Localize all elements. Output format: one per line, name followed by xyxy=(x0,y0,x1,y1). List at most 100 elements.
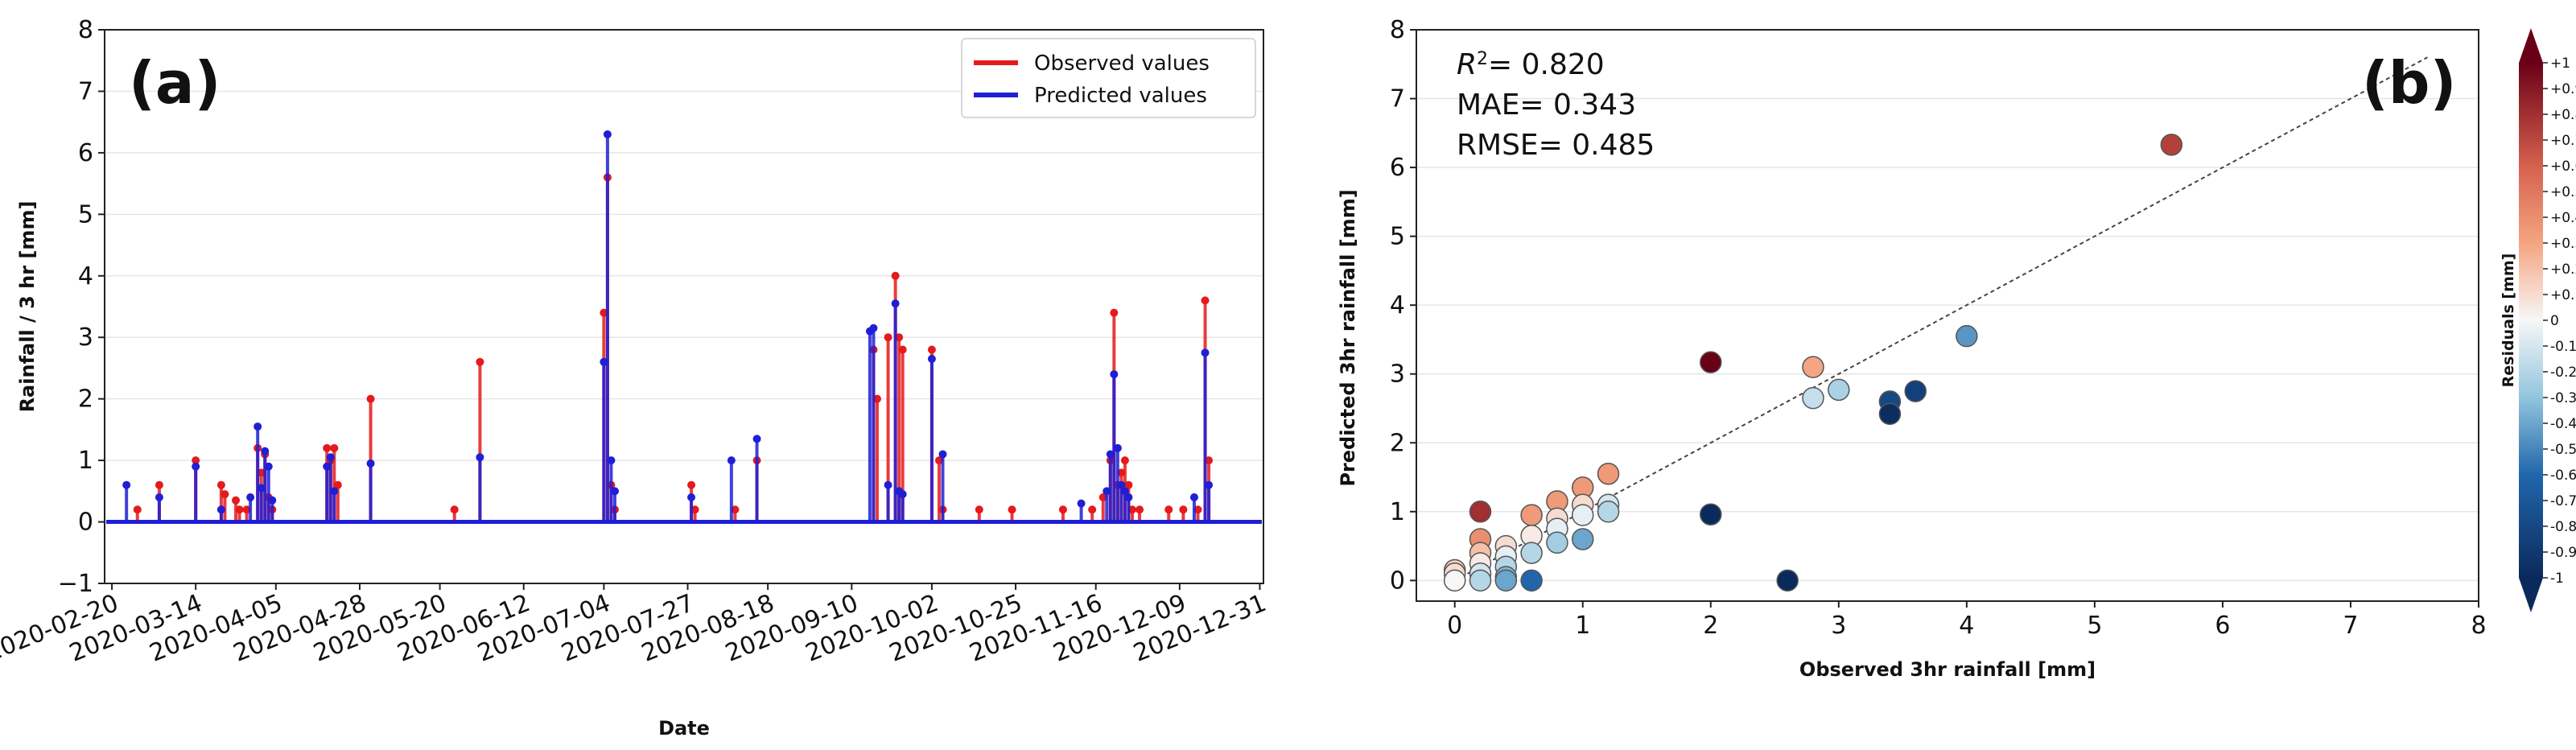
b-scatter-point xyxy=(1597,501,1620,523)
a-predicted-point xyxy=(192,462,200,471)
a-predicted-point xyxy=(752,435,761,443)
a-observed-point xyxy=(1124,480,1133,489)
a-observed-point xyxy=(884,333,892,342)
a-observed-point xyxy=(1179,505,1188,514)
a-observed-point xyxy=(1193,505,1202,514)
b-y-tick-label: 0 xyxy=(1390,567,1405,595)
a-observed-point xyxy=(366,394,375,403)
colorbar-tick-label: +0.1 xyxy=(2550,287,2576,303)
b-scatter-point xyxy=(1469,569,1492,592)
a-predicted-point xyxy=(366,459,375,468)
a-y-tick-label: 0 xyxy=(78,509,93,537)
a-x-ticks: 2020-02-202020-03-142020-04-052020-04-28… xyxy=(0,583,1270,668)
b-scatter-point xyxy=(1904,380,1927,402)
a-observed-point xyxy=(898,345,907,354)
a-observed-point xyxy=(731,505,740,514)
a-predicted-point xyxy=(1106,450,1115,459)
chart-b: 0 1 2 3 4 5 6 7 8 0 1 2 3 4 5 6 7 8 Predicted 3hr rainfa… xyxy=(1337,16,2576,681)
b-scatter-point xyxy=(1776,569,1799,592)
a-observed-point xyxy=(1120,456,1129,465)
a-legend-predicted-label: Predicted values xyxy=(1034,84,1207,108)
b-y-tick-label: 2 xyxy=(1390,429,1405,457)
b-colorbar: +1 +0.9 +0.8 +0.7 +0.6 +0.5 +0.4 +0.3 +0.2 +0.1 0 -… xyxy=(2500,28,2576,612)
a-predicted-point xyxy=(268,496,277,505)
a-predicted-point xyxy=(155,492,163,501)
a-observed-point xyxy=(1136,505,1144,514)
a-observed-point xyxy=(1008,505,1016,514)
b-r2-exponent: 2 xyxy=(1477,49,1488,69)
a-predicted-point xyxy=(1124,492,1133,501)
a-y-axis-label: Rainfall / 3 hr [mm] xyxy=(16,201,39,413)
b-identity-line xyxy=(1454,56,2428,582)
colorbar-tick-label: -0.7 xyxy=(2550,493,2576,509)
b-x-tick-label: 5 xyxy=(2087,612,2102,640)
b-y-tick-label: 4 xyxy=(1390,291,1405,319)
a-predicted-point xyxy=(1117,480,1126,489)
colorbar-top-arrow xyxy=(2519,28,2543,63)
colorbar-tick-label: +1 xyxy=(2550,56,2570,72)
a-observed-point xyxy=(690,505,699,514)
colorbar-tick-label: +0.5 xyxy=(2550,184,2576,200)
a-observed-point xyxy=(934,456,943,465)
b-x-tick-label: 2 xyxy=(1703,612,1718,640)
b-y-tick-label: 6 xyxy=(1390,154,1405,182)
colorbar-label: Residuals [mm] xyxy=(2500,253,2517,388)
colorbar-tick-label: -1 xyxy=(2550,571,2564,587)
a-observed-point xyxy=(1110,308,1119,317)
a-predicted-point xyxy=(1077,499,1086,508)
b-scatter-point xyxy=(1520,542,1543,564)
b-scatter-points xyxy=(1443,134,2183,592)
b-scatter-point xyxy=(1802,356,1824,378)
a-observed-point xyxy=(1201,296,1210,305)
colorbar-bottom-arrow xyxy=(2519,578,2543,612)
a-observed-point xyxy=(476,357,484,366)
a-predicted-point xyxy=(600,357,608,366)
colorbar-tick-label: -0.9 xyxy=(2550,545,2576,561)
b-scatter-point xyxy=(1469,501,1492,523)
a-observed-point xyxy=(1164,505,1173,514)
a-observed-series xyxy=(106,173,1262,525)
b-scatter-point xyxy=(1494,569,1518,592)
b-y-tick-label: 5 xyxy=(1390,223,1405,251)
a-observed-point xyxy=(155,480,163,489)
a-predicted-series xyxy=(106,130,1262,525)
colorbar-gradient xyxy=(2519,63,2543,578)
a-predicted-point xyxy=(330,487,339,496)
b-scatter-point xyxy=(1802,386,1824,410)
colorbar-tick-label: -0.5 xyxy=(2550,442,2576,458)
a-legend-box xyxy=(961,38,1256,118)
a-observed-point xyxy=(895,333,904,342)
a-observed-point xyxy=(1127,505,1136,514)
a-observed-point xyxy=(450,505,459,514)
colorbar-tick-label: -0.3 xyxy=(2550,390,2576,406)
b-scatter-point xyxy=(1878,402,1902,426)
a-predicted-point xyxy=(607,456,616,465)
b-y-tick-label: 7 xyxy=(1390,85,1405,113)
a-observed-point xyxy=(687,480,696,489)
colorbar-tick-label: +0.9 xyxy=(2550,81,2576,97)
a-predicted-point xyxy=(1120,487,1129,496)
b-r2-value: = 0.820 xyxy=(1488,48,1605,81)
a-predicted-point xyxy=(253,422,262,431)
a-y-tick-label: 8 xyxy=(78,16,93,44)
a-predicted-point xyxy=(1103,487,1111,496)
a-observed-point xyxy=(1098,492,1107,501)
a-observed-point xyxy=(600,308,608,317)
b-r2-stat: R2= 0.820 xyxy=(1457,48,1605,81)
a-observed-point xyxy=(927,345,936,354)
a-y-tick-label: −1 xyxy=(58,570,93,598)
a-observed-point xyxy=(192,456,200,465)
a-observed-point xyxy=(1205,456,1214,465)
a-y-tick-label: 3 xyxy=(78,323,93,352)
colorbar-tick-label: +0.4 xyxy=(2550,210,2576,226)
b-rmse-stat: RMSE= 0.485 xyxy=(1457,129,1655,162)
a-predicted-point xyxy=(727,456,736,465)
b-scatter-point xyxy=(1520,504,1543,526)
a-predicted-point xyxy=(1110,370,1119,379)
a-y-tick-label: 4 xyxy=(78,262,93,291)
b-scatter-point xyxy=(1597,462,1620,485)
b-scatter-point xyxy=(1520,569,1543,592)
a-observed-point xyxy=(235,505,244,514)
a-observed-point xyxy=(133,505,142,514)
